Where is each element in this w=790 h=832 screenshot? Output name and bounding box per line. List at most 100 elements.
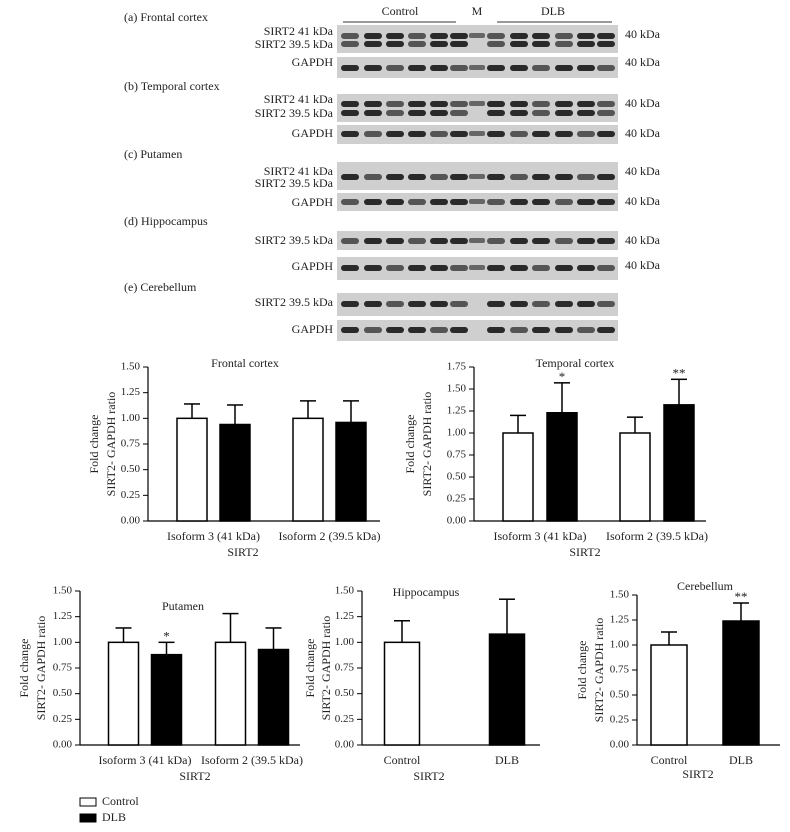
- y-tick-label: 0.50: [447, 471, 467, 483]
- x-tick-label: Isoform 3 (41 kDa): [167, 529, 260, 543]
- blot-band: [597, 65, 615, 71]
- error-bar: [627, 416, 643, 433]
- y-tick-label: 0.00: [121, 515, 141, 527]
- significance: **: [735, 589, 748, 604]
- y-tick-label: 0.50: [610, 689, 630, 701]
- y-tick-label: 1.25: [121, 386, 141, 398]
- marker-band: [469, 131, 485, 136]
- row-label: SIRT2 39.5 kDa: [255, 295, 334, 309]
- y-tick-label: 1.25: [447, 405, 467, 417]
- panel-title: (e) Cerebellum: [124, 280, 197, 294]
- blot-band: [341, 33, 359, 39]
- y-tick-label: 0.00: [447, 515, 467, 527]
- y-tick-label: 1.50: [447, 383, 467, 395]
- blot-band: [430, 265, 448, 271]
- marker-band: [469, 101, 485, 106]
- blot-band: [510, 131, 528, 137]
- blot-band: [408, 131, 426, 137]
- blot-band: [450, 131, 468, 137]
- blot-band: [487, 65, 505, 71]
- y-tick-label: 1.75: [447, 361, 467, 373]
- blot-band: [386, 110, 404, 116]
- marker-band: [469, 174, 485, 179]
- bar: [292, 417, 324, 522]
- error-bar: [394, 620, 410, 643]
- error-bar: [222, 612, 239, 643]
- legend-swatch: [79, 797, 97, 807]
- error-bar: [265, 627, 282, 650]
- blot-band: [386, 33, 404, 39]
- row-label: GAPDH: [292, 55, 334, 69]
- y-tick-label: 1.00: [447, 427, 467, 439]
- blot-band: [364, 131, 382, 137]
- blot-band: [408, 65, 426, 71]
- blot-band: [532, 238, 550, 244]
- legend-label: Control: [102, 794, 139, 808]
- blot-band: [408, 33, 426, 39]
- y-tick-label: 0.25: [121, 489, 141, 501]
- size-label: 40 kDa: [625, 126, 661, 140]
- blot-band: [487, 33, 505, 39]
- blot-band: [597, 301, 615, 307]
- y-tick-label: 1.00: [53, 636, 73, 648]
- error-bar: [158, 641, 175, 655]
- blot-strip: [337, 25, 618, 53]
- marker-band: [469, 265, 485, 270]
- legend-label: DLB: [102, 810, 126, 824]
- y-tick-label: 0.00: [610, 739, 630, 751]
- x-tick-label: Control: [384, 753, 421, 767]
- y-axis-label: Fold change: [403, 415, 417, 474]
- blot-band: [408, 174, 426, 180]
- blot-header: DLB: [541, 4, 565, 18]
- row-label: SIRT2 41 kDa: [264, 164, 334, 178]
- blot-band: [532, 265, 550, 271]
- panel-title: (c) Putamen: [124, 147, 182, 161]
- blot-band: [597, 33, 615, 39]
- bar: [502, 432, 534, 522]
- y-tick-label: 1.25: [335, 610, 355, 622]
- blot-band: [430, 301, 448, 307]
- row-label: SIRT2 41 kDa: [264, 24, 334, 38]
- blot-band: [450, 238, 468, 244]
- blot-band: [430, 101, 448, 107]
- blot-band: [408, 327, 426, 333]
- blot-band: [450, 33, 468, 39]
- y-tick-label: 0.25: [447, 493, 467, 505]
- blot-band: [510, 33, 528, 39]
- chart-title: Temporal cortex: [536, 356, 615, 370]
- chart-title: Frontal cortex: [211, 356, 279, 370]
- bar: [383, 641, 421, 746]
- blot-band: [555, 41, 573, 47]
- y-axis-label: Fold change: [87, 415, 101, 474]
- y-tick-label: 1.00: [610, 639, 630, 651]
- row-label: GAPDH: [292, 195, 334, 209]
- blot-band: [532, 101, 550, 107]
- error-bar: [510, 414, 526, 433]
- error-bar: [227, 404, 243, 425]
- y-tick-label: 0.75: [610, 664, 630, 676]
- y-tick-label: 0.75: [121, 438, 141, 450]
- blot-band: [597, 238, 615, 244]
- legend-swatch: [79, 813, 97, 823]
- blot-band: [510, 238, 528, 244]
- y-tick-label: 0.50: [335, 687, 355, 699]
- blot-band: [430, 65, 448, 71]
- blot-header: M: [472, 4, 483, 18]
- blot-band: [386, 199, 404, 205]
- blot-band: [487, 110, 505, 116]
- y-axis-label: Fold change: [575, 641, 589, 700]
- blot-band: [364, 174, 382, 180]
- blot-band: [364, 65, 382, 71]
- blot-band: [408, 101, 426, 107]
- y-axis-label: SIRT2- GAPDH ratio: [592, 618, 606, 723]
- y-axis-label: SIRT2- GAPDH ratio: [420, 392, 434, 497]
- bar: [150, 653, 183, 746]
- blot-band: [555, 199, 573, 205]
- blot-band: [487, 101, 505, 107]
- x-axis-label: SIRT2: [682, 767, 713, 781]
- blot-band: [532, 131, 550, 137]
- blot-band: [555, 327, 573, 333]
- blot-band: [364, 199, 382, 205]
- marker-band: [469, 199, 485, 204]
- panel-title: (d) Hippocampus: [124, 214, 208, 228]
